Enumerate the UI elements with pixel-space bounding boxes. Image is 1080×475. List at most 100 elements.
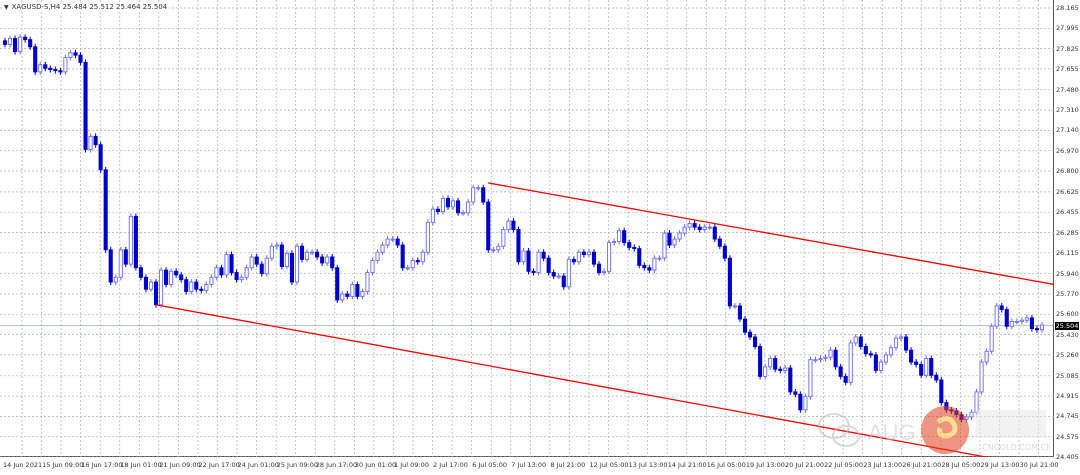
time-tick-label: 20 Jul 21:00 (785, 461, 824, 469)
candle-bullish (702, 226, 707, 230)
candle-bullish (536, 251, 541, 273)
candle-bullish (113, 276, 118, 283)
time-tick-label: 13 Jul 13:00 (628, 461, 668, 469)
candle-bearish (58, 70, 63, 73)
candle-bullish (607, 242, 612, 272)
price-chart[interactable]: ▼ XAGUSD-S,H4 25.484 25.512 25.464 25.504… (0, 0, 1054, 457)
candle-bearish (591, 251, 597, 265)
symbol-info: ▼ XAGUSD-S,H4 25.484 25.512 25.464 25.504 (4, 3, 170, 11)
candle-bullish (1019, 319, 1024, 322)
candle-bullish (118, 249, 123, 278)
price-tick-label: 24.405 (1056, 453, 1079, 461)
candle-bearish (742, 318, 748, 333)
time-tick-label: 1 Jul 09:00 (394, 461, 429, 469)
candle-bearish (1004, 309, 1009, 327)
candle-bearish (596, 263, 602, 273)
candle-bullish (430, 208, 435, 223)
chart-canvas[interactable] (0, 0, 1054, 457)
candle-bullish (823, 356, 828, 359)
candle-bullish (813, 359, 818, 362)
candle-bullish (687, 223, 692, 228)
candle-bearish (78, 54, 83, 63)
time-tick-label: 26 Jul 21:00 (902, 461, 942, 469)
time-tick-label: 18 Jun 01:00 (120, 461, 162, 469)
candle-bullish (491, 249, 496, 252)
candle-bullish (390, 238, 395, 241)
time-tick-label: 28 Jul 05:00 (941, 461, 981, 469)
time-tick-label: 22 Jun 17:00 (198, 461, 240, 469)
candle-bearish (571, 258, 576, 263)
candle-bullish (410, 260, 415, 269)
candle-bullish (68, 52, 73, 59)
candle-bearish (279, 244, 284, 267)
price-tick-label: 25.940 (1056, 269, 1079, 278)
candle-bearish (838, 366, 843, 377)
candle-bullish (1024, 317, 1029, 321)
candle-bearish (335, 267, 340, 301)
candle-bullish (586, 251, 591, 256)
triangle-down-icon[interactable]: ▼ (4, 4, 9, 11)
candle-bearish (999, 305, 1004, 310)
candle-bullish (924, 358, 929, 376)
candle-bullish (128, 215, 133, 265)
candle-bearish (788, 367, 793, 393)
candle-bearish (727, 257, 732, 307)
candle-bearish (481, 187, 486, 203)
candle-bullish (768, 358, 773, 368)
candle-bearish (793, 391, 798, 395)
time-tick-label: 22 Jul 05:00 (824, 461, 864, 469)
candle-bullish (380, 244, 385, 253)
candle-bearish (642, 264, 647, 269)
candle-bullish (501, 229, 506, 247)
candle-bearish (511, 220, 516, 230)
candle-bearish (954, 410, 959, 416)
time-tick-label: 23 Jul 13:00 (863, 461, 903, 469)
price-tick-label: 25.770 (1056, 289, 1079, 298)
candle-bearish (234, 272, 239, 281)
candle-bearish (561, 275, 566, 288)
candle-bullish (994, 305, 999, 327)
candle-bearish (747, 331, 753, 338)
candle-bullish (269, 245, 274, 259)
time-tick-label: 15 Jun 09:00 (42, 461, 84, 469)
candle-bullish (461, 212, 466, 215)
time-axis[interactable]: 14 Jun 2021 15 Jun 09:00 16 Jun 17:00 18 Ju… (0, 457, 1059, 475)
candle-bearish (1034, 328, 1040, 331)
candle-bearish (400, 244, 405, 269)
candle-bullish (7, 38, 13, 45)
price-tick-label: 25.600 (1056, 310, 1079, 319)
candle-bullish (974, 391, 979, 413)
candle-bearish (103, 169, 108, 251)
candle-bullish (496, 245, 501, 251)
candle-bearish (873, 354, 878, 371)
candle-bullish (612, 241, 617, 244)
candle-bullish (450, 200, 456, 208)
candle-bullish (88, 135, 93, 150)
candle-bullish (662, 232, 667, 259)
candle-bearish (959, 414, 964, 420)
symbol-ohlc-text: XAGUSD-S,H4 25.484 25.512 25.464 25.504 (11, 3, 168, 11)
price-tick-label: 26.800 (1056, 167, 1079, 175)
candle-bearish (179, 274, 184, 281)
candle-bearish (722, 245, 727, 259)
candle-bearish (531, 270, 536, 273)
candle-bearish (934, 374, 939, 381)
candle-bullish (1039, 324, 1045, 331)
price-axis[interactable]: 28.165 27.995 27.825 27.655 27.480 27.310 27.1… (1054, 0, 1080, 461)
candle-bullish (244, 267, 249, 278)
price-tick-label: 25.085 (1056, 371, 1079, 380)
candle-bearish (435, 208, 440, 213)
candle-bearish (259, 263, 264, 275)
candle-bearish (456, 200, 461, 214)
candle-bearish (667, 232, 672, 246)
candle-bullish (848, 342, 853, 383)
candle-bearish (1029, 317, 1034, 330)
candle-bullish (249, 256, 254, 269)
price-tick-label: 24.745 (1056, 412, 1079, 421)
current-price-label: 25.504 (1055, 321, 1079, 330)
candle-bullish (294, 245, 300, 283)
price-tick-label: 27.825 (1056, 44, 1079, 53)
candle-bullish (566, 258, 571, 288)
candle-bearish (737, 305, 743, 320)
candle-bearish (692, 223, 697, 228)
